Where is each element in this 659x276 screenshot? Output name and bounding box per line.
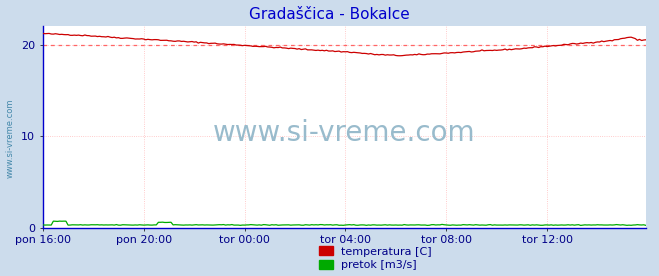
Legend: temperatura [C], pretok [m3/s]: temperatura [C], pretok [m3/s]	[319, 246, 432, 270]
Text: www.si-vreme.com: www.si-vreme.com	[5, 98, 14, 178]
Text: www.si-vreme.com: www.si-vreme.com	[213, 119, 476, 147]
Text: Gradaščica - Bokalce: Gradaščica - Bokalce	[249, 7, 410, 22]
